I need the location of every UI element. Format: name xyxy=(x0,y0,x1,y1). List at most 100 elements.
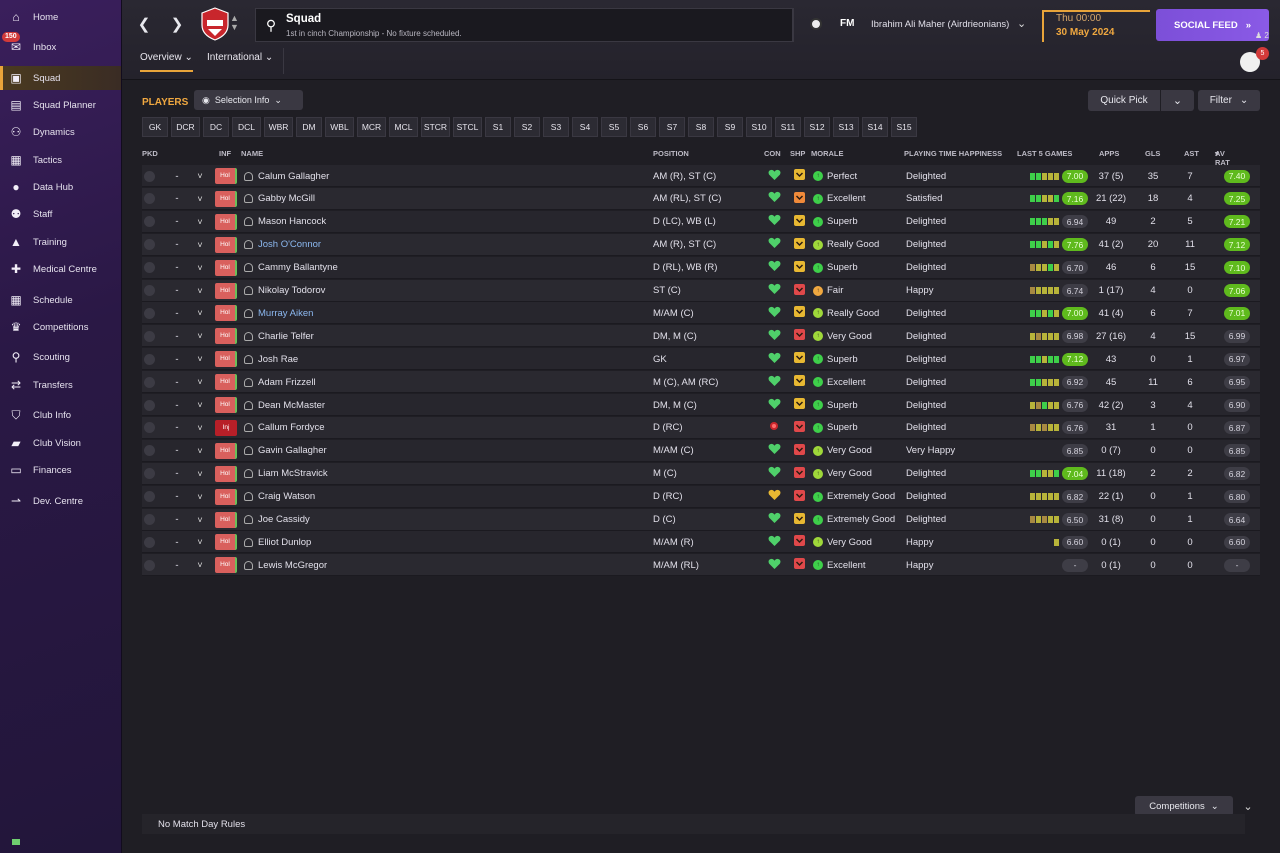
position-filter-s12[interactable]: S12 xyxy=(804,117,830,137)
position-filter-s5[interactable]: S5 xyxy=(601,117,627,137)
player-name[interactable]: Craig Watson xyxy=(244,486,544,508)
col-name[interactable]: NAME xyxy=(241,149,264,158)
row-chevron-down-icon[interactable]: ˅ xyxy=(197,308,203,319)
sidebar-item-transfers[interactable]: ⇄ Transfers xyxy=(0,373,121,397)
col-last5[interactable]: LAST 5 GAMES xyxy=(1017,149,1073,158)
info-badge[interactable]: Hol xyxy=(215,236,237,253)
forward-arrow-icon[interactable]: ❯ xyxy=(170,16,184,33)
table-row[interactable]: - ˅ Hol Lewis McGregor M/AM (RL) ↑ Excellent Ha… xyxy=(142,554,1260,577)
player-name[interactable]: Gabby McGill xyxy=(244,188,544,210)
sidebar-item-training[interactable]: ▲ Training xyxy=(0,230,121,254)
table-row[interactable]: - ˅ Hol Liam McStravick M (C) ↑ Very Good Delig… xyxy=(142,462,1260,485)
position-filter-s4[interactable]: S4 xyxy=(572,117,598,137)
player-name[interactable]: Callum Fordyce xyxy=(244,417,544,439)
info-badge[interactable]: Hol xyxy=(215,465,237,482)
quick-pick-button[interactable]: Quick Pick xyxy=(1088,90,1160,111)
info-badge[interactable]: Inj xyxy=(215,419,237,436)
position-filter-stcr[interactable]: STCR xyxy=(421,117,450,137)
col-apps[interactable]: APPS xyxy=(1099,149,1120,158)
col-inf[interactable]: INF xyxy=(219,149,232,158)
info-badge[interactable]: Hol xyxy=(215,488,237,505)
info-badge[interactable]: Hol xyxy=(215,305,237,322)
info-badge[interactable]: Hol xyxy=(215,534,237,551)
position-filter-mcr[interactable]: MCR xyxy=(357,117,386,137)
quick-pick-dropdown[interactable]: ⌄ xyxy=(1161,90,1194,111)
table-row[interactable]: - ˅ Hol Murray Aiken M/AM (C) ↑ Really Good Del… xyxy=(142,302,1260,325)
player-name[interactable]: Murray Aiken xyxy=(244,302,544,324)
info-badge[interactable]: Hol xyxy=(215,259,237,276)
row-chevron-down-icon[interactable]: ˅ xyxy=(197,285,203,296)
player-name[interactable]: Josh O'Connor xyxy=(244,234,544,256)
sidebar-item-dynamics[interactable]: ⚇ Dynamics xyxy=(0,120,121,144)
sidebar-item-squad-planner[interactable]: ▤ Squad Planner xyxy=(0,93,121,117)
table-row[interactable]: - ˅ Inj Callum Fordyce D (RC) ↑ Superb Delighte… xyxy=(142,416,1260,439)
position-filter-s13[interactable]: S13 xyxy=(833,117,859,137)
position-filter-s10[interactable]: S10 xyxy=(746,117,772,137)
position-filter-dm[interactable]: DM xyxy=(296,117,322,137)
table-row[interactable]: - ˅ Hol Josh O'Connor AM (R), ST (C) ↑ Really … xyxy=(142,233,1260,256)
table-row[interactable]: - ˅ Hol Calum Gallagher AM (R), ST (C) ↑ Perfe… xyxy=(142,165,1260,187)
position-filter-s7[interactable]: S7 xyxy=(659,117,685,137)
sidebar-item-schedule[interactable]: ▦ Schedule xyxy=(0,288,121,312)
manager-name[interactable]: Ibrahim Ali Maher (Airdrieonians) xyxy=(871,19,1010,30)
sidebar-item-tactics[interactable]: ▦ Tactics xyxy=(0,148,121,172)
row-chevron-down-icon[interactable]: ˅ xyxy=(197,216,203,227)
col-con[interactable]: CON xyxy=(764,149,781,158)
pick-toggle[interactable] xyxy=(144,417,155,439)
table-row[interactable]: - ˅ Hol Gavin Gallagher M/AM (C) ↑ Very Good Ve… xyxy=(142,439,1260,462)
row-chevron-down-icon[interactable]: ˅ xyxy=(197,377,203,388)
col-ast[interactable]: AST xyxy=(1184,149,1199,158)
row-chevron-down-icon[interactable]: ˅ xyxy=(197,331,203,342)
position-filter-s3[interactable]: S3 xyxy=(543,117,569,137)
row-chevron-down-icon[interactable]: ˅ xyxy=(197,468,203,479)
row-chevron-down-icon[interactable]: ˅ xyxy=(197,491,203,502)
info-badge[interactable]: Hol xyxy=(215,557,237,574)
position-filter-s11[interactable]: S11 xyxy=(775,117,801,137)
table-row[interactable]: - ˅ Hol Josh Rae GK ↑ Superb Delighted 7.12 43 0 1 6… xyxy=(142,348,1260,371)
pick-toggle[interactable] xyxy=(144,348,155,370)
player-name[interactable]: Charlie Telfer xyxy=(244,325,544,347)
col-morale[interactable]: MORALE xyxy=(811,149,844,158)
info-badge[interactable]: Hol xyxy=(215,213,237,230)
position-filter-s6[interactable]: S6 xyxy=(630,117,656,137)
position-filter-stcl[interactable]: STCL xyxy=(453,117,482,137)
info-badge[interactable]: Hol xyxy=(215,168,237,184)
player-name[interactable]: Cammy Ballantyne xyxy=(244,257,544,279)
row-chevron-down-icon[interactable]: ˅ xyxy=(197,537,203,548)
pick-toggle[interactable] xyxy=(144,211,155,233)
player-name[interactable]: Calum Gallagher xyxy=(244,165,544,187)
table-row[interactable]: - ˅ Hol Charlie Telfer DM, M (C) ↑ Very Good De… xyxy=(142,325,1260,348)
pick-toggle[interactable] xyxy=(144,234,155,256)
sidebar-item-dev-centre[interactable]: ⇀ Dev. Centre xyxy=(0,489,121,513)
row-chevron-down-icon[interactable]: ˅ xyxy=(197,422,203,433)
row-chevron-down-icon[interactable]: ˅ xyxy=(197,193,203,204)
info-badge[interactable]: Hol xyxy=(215,328,237,345)
info-badge[interactable]: Hol xyxy=(215,511,237,528)
tab-overview[interactable]: Overview ⌄ xyxy=(140,52,193,72)
club-crest-icon[interactable] xyxy=(200,7,230,41)
sidebar-item-club-vision[interactable]: ▰ Club Vision xyxy=(0,431,121,455)
sidebar-item-staff[interactable]: ⚉ Staff xyxy=(0,202,121,226)
table-row[interactable]: - ˅ Hol Gabby McGill AM (RL), ST (C) ↑ Excelle… xyxy=(142,187,1260,210)
sidebar-item-medical-centre[interactable]: ✚ Medical Centre xyxy=(0,257,121,281)
table-row[interactable]: - ˅ Hol Nikolay Todorov ST (C) ↑ Fair Happy 6.74… xyxy=(142,279,1260,302)
position-filter-s8[interactable]: S8 xyxy=(688,117,714,137)
social-feed-button[interactable]: SOCIAL FEED » xyxy=(1156,9,1269,41)
pick-toggle[interactable] xyxy=(144,440,155,462)
info-badge[interactable]: Hol xyxy=(215,190,237,207)
info-badge[interactable]: Hol xyxy=(215,397,237,413)
player-name[interactable]: Gavin Gallagher xyxy=(244,440,544,462)
player-name[interactable]: Liam McStravick xyxy=(244,463,544,485)
row-chevron-down-icon[interactable]: ˅ xyxy=(197,354,203,365)
sidebar-item-home[interactable]: ⌂ Home xyxy=(0,5,121,29)
player-name[interactable]: Adam Frizzell xyxy=(244,371,544,393)
pick-toggle[interactable] xyxy=(144,280,155,302)
position-filter-mcl[interactable]: MCL xyxy=(389,117,418,137)
col-playing-time[interactable]: PLAYING TIME HAPPINESS xyxy=(904,149,1003,158)
pick-toggle[interactable] xyxy=(144,165,155,187)
pick-toggle[interactable] xyxy=(144,325,155,347)
info-badge[interactable]: Hol xyxy=(215,374,237,391)
position-filter-dcr[interactable]: DCR xyxy=(171,117,200,137)
position-filter-wbr[interactable]: WBR xyxy=(264,117,293,137)
position-filter-s1[interactable]: S1 xyxy=(485,117,511,137)
